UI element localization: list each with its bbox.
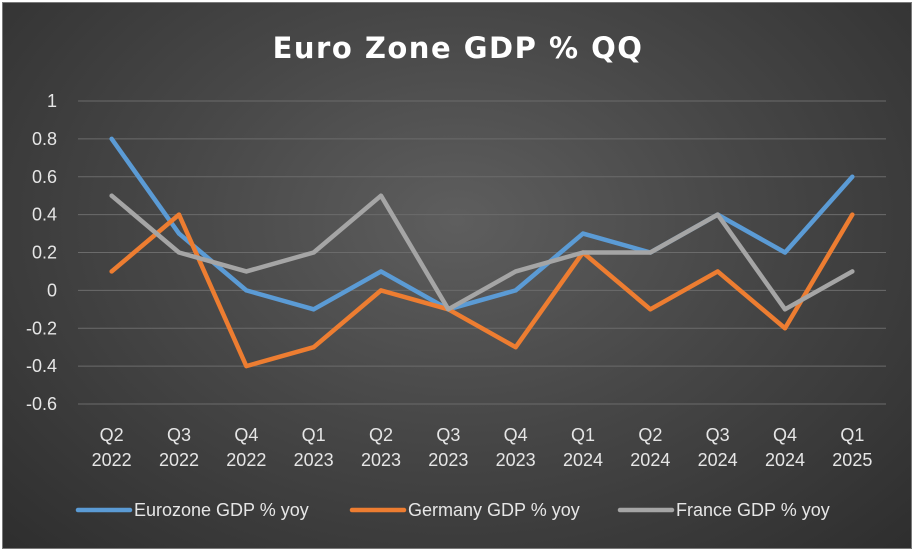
series-line: [109, 212, 855, 369]
data-point: [513, 269, 518, 274]
data-point: [446, 307, 451, 312]
x-tick-label: Q2 2022: [92, 425, 132, 470]
series-line: [109, 193, 855, 312]
y-axis-ticks: 1 0.8 0.6 0.4 0.2 0 -0.2 -0.4 -0.6: [26, 91, 57, 414]
x-tick-label: Q3 2022: [159, 425, 199, 470]
data-point: [109, 193, 114, 198]
data-point: [177, 231, 181, 236]
x-axis-ticks: Q2 2022 Q3 2022 Q4 2022 Q1 2023 Q2 2023 Q3 2023 Q4 20…: [92, 425, 873, 470]
legend: Eurozone GDP % yoy Germany GDP % yoy Franc…: [75, 500, 830, 520]
data-point: [513, 345, 518, 350]
legend-item: Eurozone GDP % yoy: [75, 500, 309, 520]
data-point: [648, 307, 653, 312]
y-tick-label: 0.4: [32, 205, 57, 225]
data-point: [379, 193, 383, 198]
x-tick-label: Q2 2024: [630, 425, 670, 470]
data-point: [850, 269, 855, 274]
data-point: [850, 174, 855, 179]
data-point: [581, 231, 585, 236]
data-point: [244, 364, 249, 369]
x-tick-label: Q4 2023: [496, 425, 536, 470]
data-point: [783, 250, 787, 255]
data-point: [311, 345, 316, 350]
data-point: [109, 269, 114, 274]
x-tick-label: Q3 2024: [698, 425, 738, 470]
legend-item: Germany GDP % yoy: [349, 500, 580, 520]
chart-title: Euro Zone GDP % QQ: [273, 31, 644, 65]
x-tick-label: Q1 2024: [563, 425, 603, 470]
data-point: [244, 269, 249, 274]
legend-item: France GDP % yoy: [617, 500, 830, 520]
data-point: [244, 288, 249, 293]
data-point: [715, 269, 720, 274]
data-point: [379, 288, 383, 293]
x-tick-label: Q4 2022: [226, 425, 266, 470]
x-tick-label: Q1 2025: [832, 425, 872, 470]
series-line: [109, 136, 855, 312]
x-tick-label: Q4 2024: [765, 425, 805, 470]
data-point: [311, 307, 316, 312]
data-point: [715, 212, 720, 217]
data-point: [311, 250, 316, 255]
data-point: [581, 250, 585, 255]
data-point: [783, 307, 787, 312]
y-tick-label: 0.8: [32, 129, 57, 149]
x-tick-label: Q2 2023: [361, 425, 401, 470]
data-point: [648, 250, 653, 255]
data-point: [379, 269, 383, 274]
y-tick-label: -0.6: [26, 394, 57, 414]
x-tick-label: Q3 2023: [428, 425, 468, 470]
legend-label: Germany GDP % yoy: [408, 500, 580, 520]
legend-label: France GDP % yoy: [676, 500, 830, 520]
data-point: [177, 212, 181, 217]
series-lines: [109, 136, 855, 369]
y-tick-label: -0.2: [26, 318, 57, 338]
legend-label: Eurozone GDP % yoy: [134, 500, 309, 520]
y-tick-label: 0.6: [32, 167, 57, 187]
y-tick-label: 1: [47, 91, 57, 111]
data-point: [850, 212, 855, 217]
x-tick-label: Q1 2023: [294, 425, 334, 470]
y-tick-label: 0.2: [32, 243, 57, 263]
data-point: [513, 288, 518, 293]
y-tick-label: -0.4: [26, 356, 57, 376]
data-point: [177, 250, 181, 255]
data-point: [109, 136, 114, 141]
series-3: [109, 193, 855, 312]
series-1: [109, 136, 855, 312]
y-tick-label: 0: [47, 280, 57, 300]
data-point: [783, 326, 787, 331]
